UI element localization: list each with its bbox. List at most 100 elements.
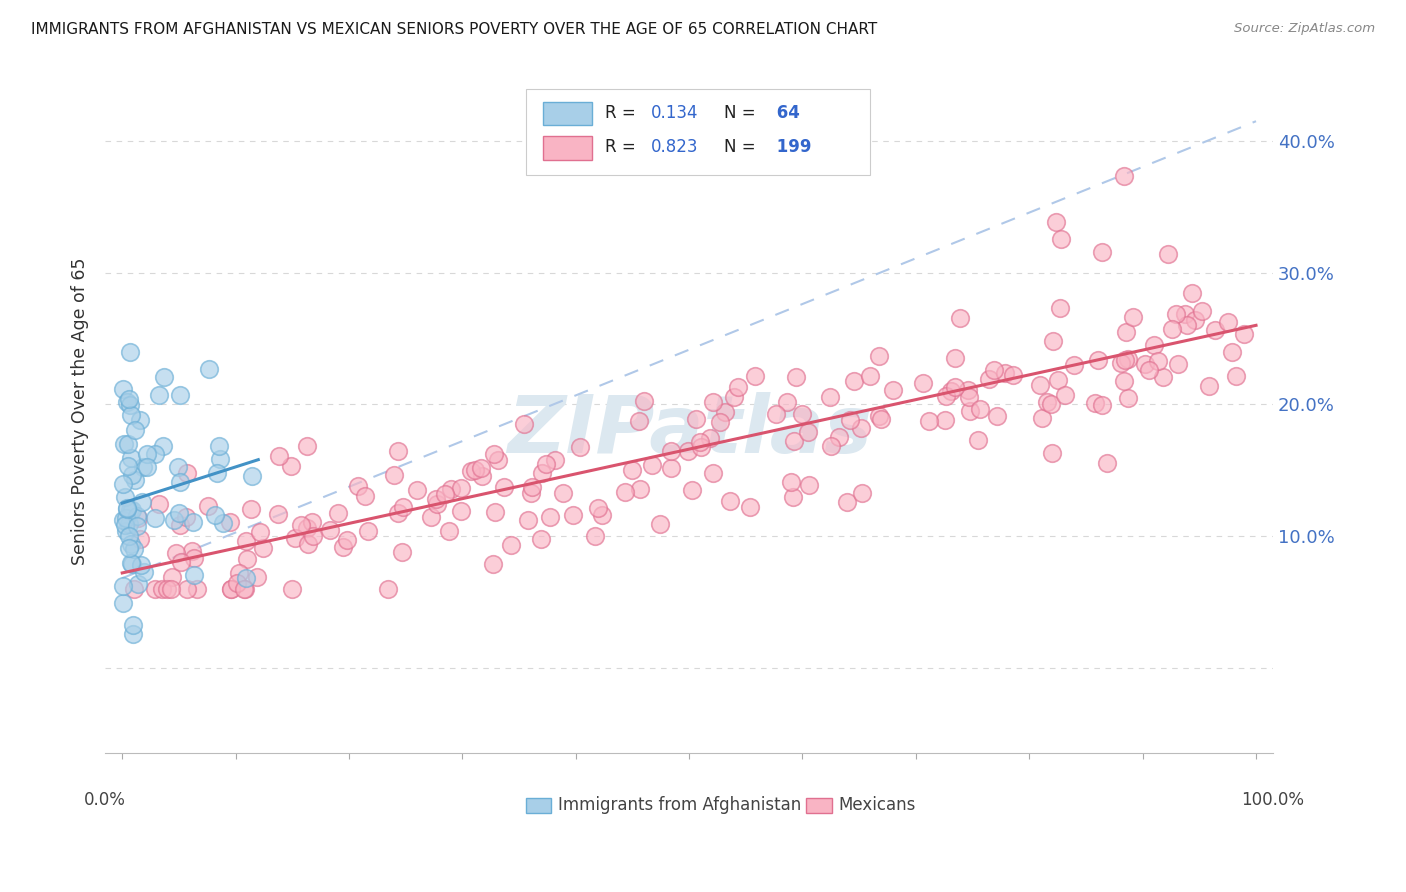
Point [1143, 338, 1166, 352]
Point [659, 444, 682, 458]
Point [120, 344, 142, 359]
Text: Immigrants from Afghanistan: Immigrants from Afghanistan [558, 797, 801, 814]
Point [1050, 232, 1073, 246]
Point [702, 466, 724, 480]
Point [1174, 307, 1197, 321]
Point [114, 510, 136, 524]
Point [450, 504, 472, 518]
Point [283, 532, 305, 546]
Text: 0.134: 0.134 [651, 104, 699, 122]
Point [957, 390, 980, 404]
Point [302, 529, 325, 543]
Point [160, 582, 183, 596]
Point [180, 543, 202, 558]
Point [516, 513, 538, 527]
Point [235, 534, 257, 549]
Point [591, 508, 613, 522]
Point [392, 500, 415, 515]
Point [782, 434, 804, 448]
Point [433, 487, 456, 501]
Point [859, 369, 882, 384]
Point [744, 368, 766, 383]
Point [486, 453, 509, 467]
Y-axis label: Seniors Poverty Over the Age of 65: Seniors Poverty Over the Age of 65 [72, 257, 89, 565]
Point [588, 501, 610, 516]
Point [699, 431, 721, 445]
Point [197, 499, 219, 513]
Point [797, 478, 820, 492]
FancyBboxPatch shape [806, 797, 831, 813]
Point [482, 446, 505, 460]
Point [169, 475, 191, 490]
Point [387, 444, 409, 458]
Point [235, 571, 257, 585]
Point [232, 582, 254, 596]
Text: N =: N = [724, 104, 761, 122]
Point [117, 392, 139, 407]
Point [520, 480, 543, 494]
Text: 199: 199 [770, 138, 811, 156]
Point [115, 524, 138, 538]
Text: ZIPatlas: ZIPatlas [506, 392, 872, 470]
Point [790, 407, 813, 421]
Point [828, 430, 851, 444]
Point [135, 459, 157, 474]
Point [219, 582, 242, 596]
Point [849, 421, 872, 435]
Point [132, 459, 155, 474]
Point [295, 439, 318, 453]
Point [1161, 322, 1184, 336]
Point [122, 541, 145, 556]
Point [785, 369, 807, 384]
Point [122, 582, 145, 596]
Point [1109, 356, 1132, 370]
Point [169, 388, 191, 402]
Point [115, 501, 138, 516]
Point [186, 582, 208, 596]
Point [1087, 353, 1109, 368]
Point [127, 576, 149, 591]
Point [1116, 351, 1139, 366]
Point [240, 469, 263, 483]
Point [513, 417, 536, 431]
Point [727, 380, 749, 394]
Point [838, 413, 860, 427]
Point [124, 473, 146, 487]
Point [1233, 327, 1256, 342]
Point [347, 479, 370, 493]
Text: R =: R = [605, 104, 641, 122]
Text: Source: ZipAtlas.com: Source: ZipAtlas.com [1234, 22, 1375, 36]
Point [153, 369, 176, 384]
Text: 0.0%: 0.0% [84, 791, 127, 809]
Point [160, 570, 183, 584]
Point [125, 518, 148, 533]
Point [117, 502, 139, 516]
Point [709, 415, 731, 429]
Point [450, 481, 472, 495]
Point [218, 515, 240, 529]
Point [464, 463, 486, 477]
Point [1114, 352, 1136, 367]
Point [979, 372, 1001, 386]
Point [690, 440, 713, 454]
Point [120, 537, 142, 551]
Point [613, 484, 636, 499]
Point [205, 466, 228, 480]
Point [1047, 373, 1070, 387]
Point [820, 439, 842, 453]
Point [112, 382, 135, 396]
Point [797, 425, 820, 440]
Point [136, 447, 159, 461]
Point [152, 439, 174, 453]
Point [1091, 398, 1114, 412]
Point [115, 394, 138, 409]
Text: N =: N = [724, 138, 761, 156]
Point [1114, 374, 1136, 388]
Point [1204, 323, 1226, 337]
Point [219, 582, 242, 596]
Point [983, 362, 1005, 376]
Point [176, 467, 198, 481]
Point [148, 497, 170, 511]
Point [1133, 357, 1156, 371]
Point [120, 556, 142, 570]
